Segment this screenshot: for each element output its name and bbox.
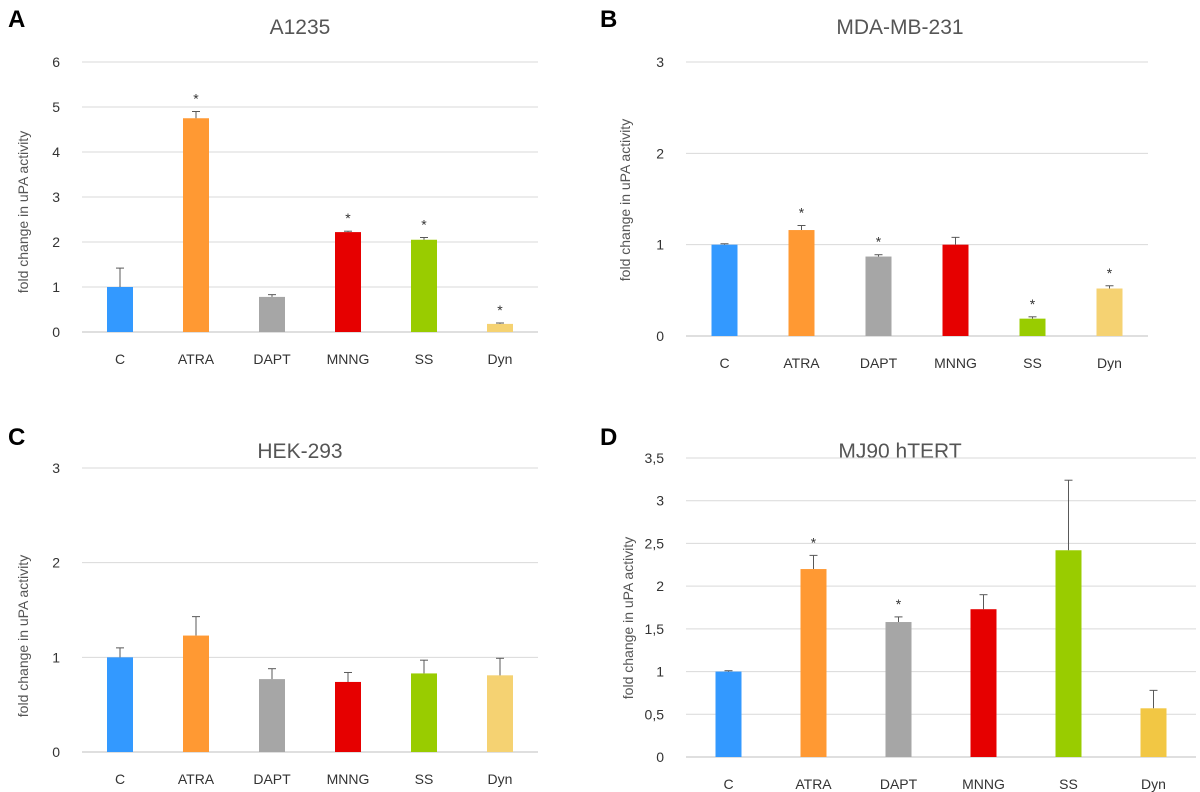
bar-dyn [1140,708,1167,757]
y-tick-label: 0,5 [645,706,665,722]
bar-c [711,244,738,336]
chart-title: HEK-293 [257,440,343,463]
chart-a: 0 1 2 3 4 5 6 C * ATRA DAPT * MNNG * SS * Dyn [52,54,538,367]
significance-marker: * [497,302,503,318]
significance-marker: * [193,91,199,107]
chart-title: MJ90 hTERT [838,440,962,463]
x-tick-label: SS [415,351,434,367]
y-tick-label: 1 [656,237,664,253]
y-tick-label: 3 [52,460,60,476]
bar-dapt [865,256,892,336]
x-tick-label: DAPT [880,776,918,792]
x-tick-label: Dyn [1097,355,1122,371]
x-tick-label: MNNG [962,776,1005,792]
x-tick-label: C [719,355,729,371]
y-tick-label: 6 [52,54,60,70]
significance-marker: * [1107,265,1113,281]
bar-mnng [942,244,969,336]
x-tick-label: ATRA [783,355,820,371]
bar-ss [411,239,437,332]
chart-title: A1235 [269,16,331,39]
bar-mnng [970,609,997,757]
y-tick-label: 1,5 [645,621,665,637]
significance-marker: * [876,234,882,250]
bar-mnng [335,232,361,332]
panel-d: D MJ90 hTERT fold change in uPA activity… [600,396,1200,792]
bar-c [107,287,133,332]
x-tick-label: Dyn [488,351,513,367]
bar-c [107,657,133,752]
bar-atra [183,118,209,332]
panel-letter: B [600,6,618,33]
y-tick-label: 2 [656,145,664,161]
x-tick-label: ATRA [178,351,215,367]
x-tick-label: SS [1059,776,1078,792]
significance-marker: * [421,217,427,233]
x-tick-label: DAPT [253,771,291,787]
bar-ss [1019,318,1046,336]
panel-letter: A [8,6,26,33]
x-tick-label: DAPT [253,351,291,367]
chart-c: 0 1 2 3 C ATRA DAPT MNNG SS Dyn [52,460,538,787]
bar-dyn [1096,288,1123,336]
y-tick-label: 3 [52,189,60,205]
bar-atra [800,569,827,757]
bar-ss [1055,550,1082,757]
y-tick-label: 1 [52,279,60,295]
x-tick-label: Dyn [488,771,513,787]
bar-dapt [885,622,912,757]
bar-ss [411,673,437,752]
x-tick-label: Dyn [1141,776,1166,792]
x-tick-label: DAPT [860,355,898,371]
panel-letter: C [8,424,26,451]
y-tick-label: 2 [52,555,60,571]
bar-c [715,671,742,757]
x-tick-label: SS [1023,355,1042,371]
significance-marker: * [896,596,902,612]
y-tick-label: 1 [52,649,60,665]
x-tick-label: MNNG [934,355,977,371]
x-tick-label: C [115,351,125,367]
y-tick-label: 2,5 [645,535,665,551]
y-tick-label: 0 [52,324,60,340]
significance-marker: * [799,204,805,220]
y-tick-label: 4 [52,144,60,160]
significance-marker: * [811,534,817,550]
significance-marker: * [1030,296,1036,312]
y-tick-label: 1 [656,664,664,680]
bar-atra [183,635,209,752]
y-tick-label: 5 [52,99,60,115]
panel-b: B MDA-MB-231 fold change in uPA activity… [600,0,1200,396]
chart-title: MDA-MB-231 [836,16,964,39]
y-tick-label: 3 [656,493,664,509]
panel-letter: D [600,424,618,451]
x-tick-label: MNNG [327,351,370,367]
bar-mnng [335,681,361,752]
bar-dyn [487,675,513,752]
x-tick-label: SS [415,771,434,787]
y-tick-label: 2 [656,578,664,594]
y-tick-label: 3 [656,54,664,70]
bar-dapt [259,296,285,332]
bar-dyn [487,323,513,332]
y-tick-label: 0 [656,749,664,765]
y-tick-label: 2 [52,234,60,250]
chart-b: 0 1 2 3 C * ATRA * DAPT MNNG * SS * Dyn [656,54,1148,371]
x-tick-label: C [723,776,733,792]
x-tick-label: MNNG [327,771,370,787]
x-tick-label: ATRA [795,776,832,792]
significance-marker: * [345,210,351,226]
x-tick-label: C [115,771,125,787]
bar-dapt [259,679,285,752]
y-tick-label: 0 [52,744,60,760]
x-tick-label: ATRA [178,771,215,787]
y-tick-label: 0 [656,328,664,344]
y-tick-label: 3,5 [645,450,665,466]
bar-atra [788,230,815,336]
chart-d: 0 0,5 1 1,5 2 2,5 3 3,5 C * ATRA * DAPT MNNG SS Dyn [645,450,1196,792]
